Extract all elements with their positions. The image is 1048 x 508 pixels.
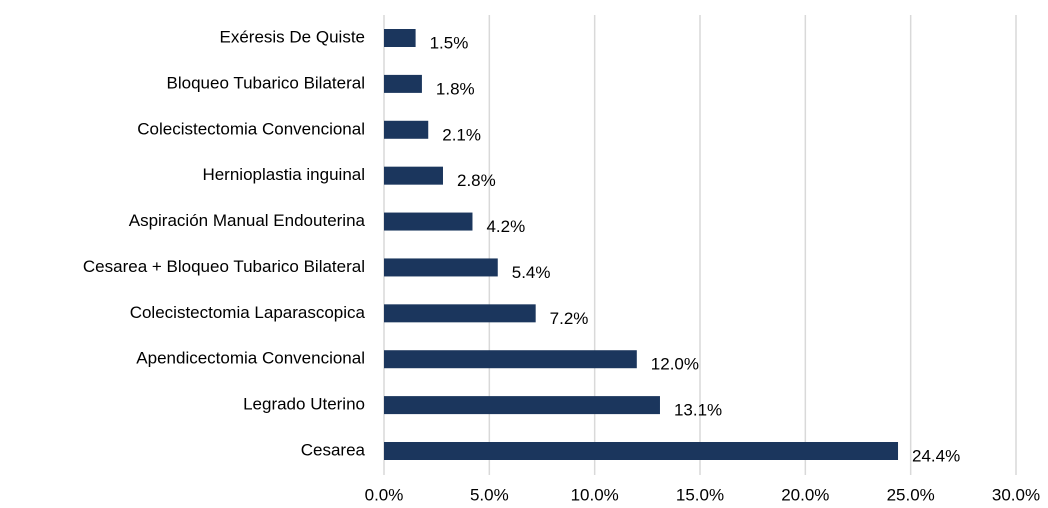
bar — [384, 166, 443, 185]
data-label: 12.0% — [651, 355, 699, 374]
bar — [384, 212, 473, 231]
data-label: 4.2% — [486, 217, 525, 236]
bar — [384, 304, 536, 323]
data-label: 24.4% — [912, 446, 960, 465]
x-tick-label: 20.0% — [781, 485, 829, 504]
y-tick-label: Colecistectomia Laparascopica — [130, 303, 366, 322]
bar — [384, 350, 637, 369]
data-label: 1.5% — [430, 33, 469, 52]
y-tick-label: Exéresis De Quiste — [220, 27, 366, 46]
x-tick-label: 15.0% — [676, 485, 724, 504]
y-tick-label: Legrado Uterino — [243, 395, 365, 414]
x-tick-label: 5.0% — [470, 485, 509, 504]
bar — [384, 29, 416, 47]
data-label: 5.4% — [512, 263, 551, 282]
data-label: 13.1% — [674, 401, 722, 420]
x-tick-label: 30.0% — [992, 485, 1040, 504]
x-tick-label: 25.0% — [887, 485, 935, 504]
bar — [384, 74, 422, 93]
y-tick-label: Hernioplastia inguinal — [202, 165, 365, 184]
y-tick-label: Apendicectomia Convencional — [136, 349, 365, 368]
y-tick-label: Aspiración Manual Endouterina — [129, 211, 366, 230]
y-tick-label: Cesarea + Bloqueo Tubarico Bilateral — [83, 257, 365, 276]
bar — [384, 258, 498, 277]
data-label: 2.1% — [442, 125, 481, 144]
data-label: 2.8% — [457, 171, 496, 190]
bar — [384, 120, 429, 139]
y-tick-label: Bloqueo Tubarico Bilateral — [167, 73, 365, 92]
bar — [384, 396, 660, 415]
y-tick-label: Cesarea — [301, 440, 366, 459]
data-label: 7.2% — [550, 309, 589, 328]
x-tick-label: 10.0% — [571, 485, 619, 504]
data-label: 1.8% — [436, 79, 475, 98]
x-tick-label: 0.0% — [365, 485, 404, 504]
bar — [384, 442, 899, 460]
y-tick-label: Colecistectomia Convencional — [137, 119, 365, 138]
